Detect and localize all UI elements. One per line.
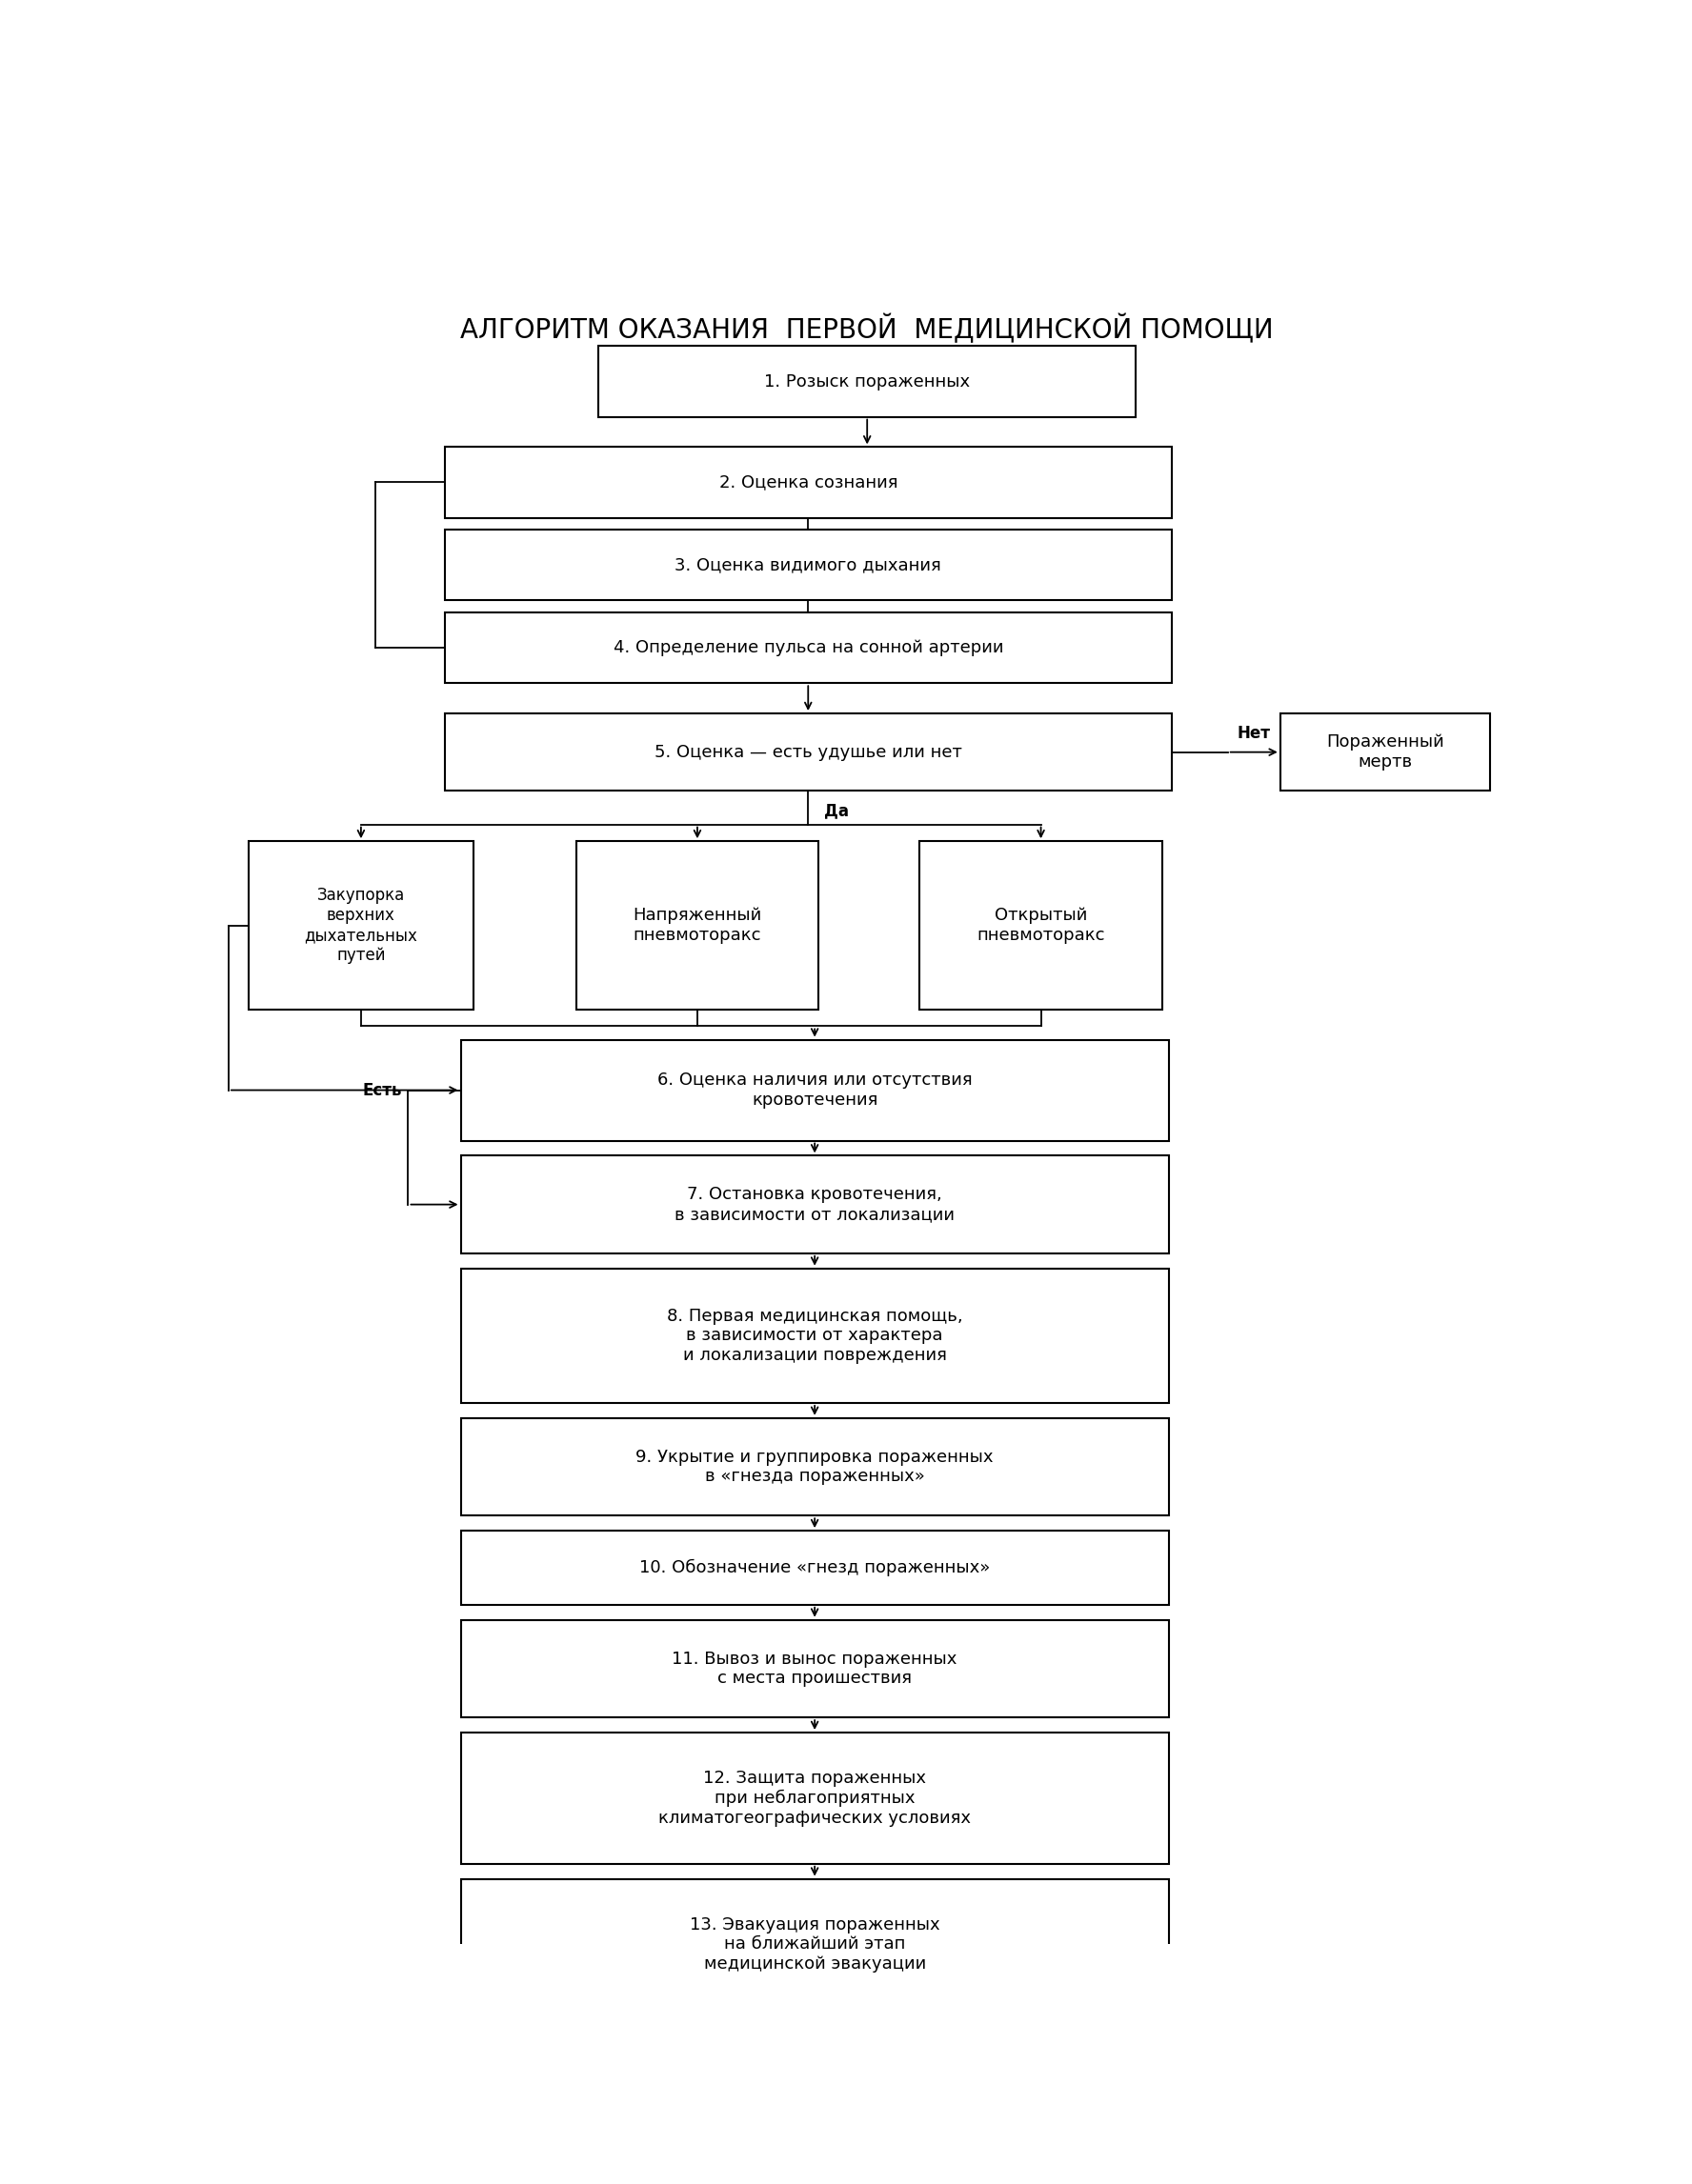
Text: Есть: Есть: [362, 1081, 401, 1099]
Text: 1. Розыск пораженных: 1. Розыск пораженных: [765, 373, 970, 391]
Text: Да: Да: [824, 802, 849, 819]
Text: 9. Укрытие и группировка пораженных
в «гнезда пораженных»: 9. Укрытие и группировка пораженных в «г…: [636, 1448, 993, 1485]
Bar: [920, 841, 1162, 1009]
Text: Закупорка
верхних
дыхательных
путей: Закупорка верхних дыхательных путей: [305, 887, 418, 963]
Bar: [445, 448, 1171, 518]
Text: 4. Определение пульса на сонной артерии: 4. Определение пульса на сонной артерии: [613, 640, 1003, 657]
Text: 7. Остановка кровотечения,
в зависимости от локализации: 7. Остановка кровотечения, в зависимости…: [675, 1186, 954, 1223]
Text: 8. Первая медицинская помощь,
в зависимости от характера
и локализации поврежден: 8. Первая медицинская помощь, в зависимо…: [667, 1308, 963, 1365]
Bar: [575, 841, 819, 1009]
Bar: [249, 841, 474, 1009]
Bar: [460, 1155, 1169, 1254]
Bar: [445, 531, 1171, 601]
Bar: [445, 612, 1171, 684]
Text: Пораженный
мертв: Пораженный мертв: [1327, 734, 1443, 771]
Bar: [460, 1878, 1169, 2009]
Text: 10. Обозначение «гнезд пораженных»: 10. Обозначение «гнезд пораженных»: [640, 1559, 990, 1577]
Text: 2. Оценка сознания: 2. Оценка сознания: [719, 474, 897, 491]
Text: Напряженный
пневмоторакс: Напряженный пневмоторакс: [633, 906, 761, 943]
Text: 6. Оценка наличия или отсутствия
кровотечения: 6. Оценка наличия или отсутствия кровоте…: [656, 1072, 973, 1109]
Text: Открытый
пневмоторакс: Открытый пневмоторакс: [976, 906, 1105, 943]
Bar: [460, 1269, 1169, 1402]
Text: 5. Оценка — есть удушье или нет: 5. Оценка — есть удушье или нет: [655, 743, 963, 760]
Text: 13. Эвакуация пораженных
на ближайший этап
медицинской эвакуации: 13. Эвакуация пораженных на ближайший эт…: [690, 1915, 939, 1972]
Text: 12. Защита пораженных
при неблагоприятных
климатогеографических условиях: 12. Защита пораженных при неблагоприятны…: [658, 1769, 971, 1826]
Bar: [460, 1732, 1169, 1863]
Text: 3. Оценка видимого дыхания: 3. Оценка видимого дыхания: [675, 557, 941, 574]
Bar: [599, 347, 1135, 417]
Bar: [460, 1040, 1169, 1140]
Text: АЛГОРИТМ ОКАЗАНИЯ  ПЕРВОЙ  МЕДИЦИНСКОЙ ПОМОЩИ: АЛГОРИТМ ОКАЗАНИЯ ПЕРВОЙ МЕДИЦИНСКОЙ ПОМ…: [460, 314, 1274, 345]
Bar: [460, 1621, 1169, 1717]
Bar: [1281, 714, 1491, 791]
Text: Нет: Нет: [1237, 725, 1271, 743]
Text: 11. Вывоз и вынос пораженных
с места проишествия: 11. Вывоз и вынос пораженных с места про…: [672, 1651, 958, 1686]
Bar: [445, 714, 1171, 791]
Bar: [460, 1417, 1169, 1516]
Bar: [460, 1531, 1169, 1605]
